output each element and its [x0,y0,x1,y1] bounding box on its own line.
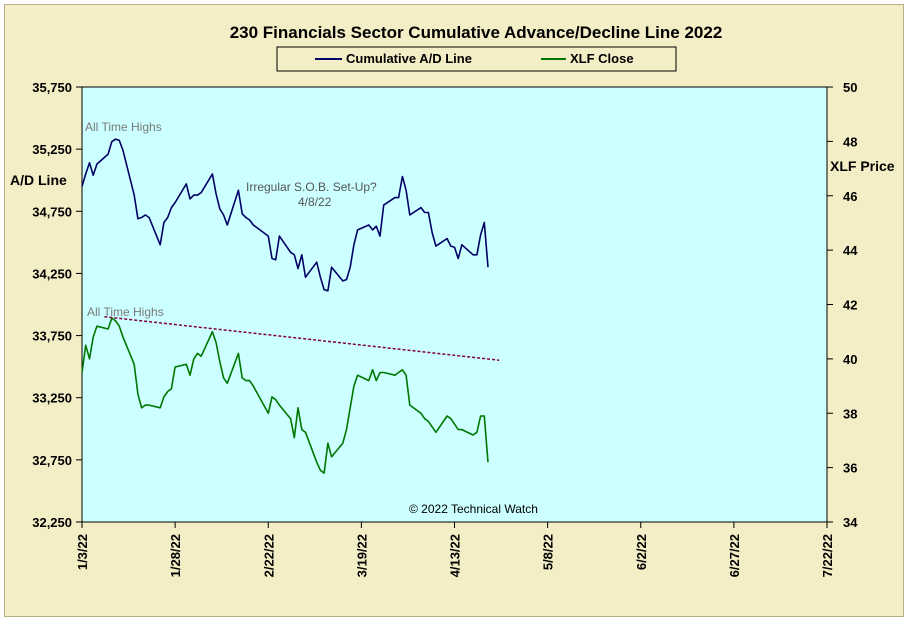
x-tick-label: 2/22/22 [261,534,276,577]
legend-label-ad-line: Cumulative A/D Line [346,51,472,66]
copyright-note: © 2022 Technical Watch [409,502,538,516]
x-tick-label: 6/27/22 [727,534,742,577]
right-tick-label: 50 [843,80,857,95]
left-tick-label: 34,250 [32,266,72,281]
right-axis-title: XLF Price [830,158,895,174]
ad-line-series [81,138,489,292]
right-tick-label: 34 [843,515,858,530]
right-tick-label: 46 [843,189,857,204]
series-layer [81,138,500,474]
xlf-close-series [81,317,489,474]
right-tick-label: 40 [843,352,857,367]
left-tick-label: 32,250 [32,515,72,530]
x-tick-label: 5/8/22 [541,534,556,570]
right-axis: 50 48 46 44 42 40 38 36 34 [827,80,858,530]
sob-setup-date: 4/8/22 [298,195,332,209]
left-tick-label: 33,250 [32,391,72,406]
x-tick-label: 1/3/22 [75,534,90,570]
x-tick-label: 7/22/22 [820,534,835,577]
left-tick-label: 32,750 [32,453,72,468]
right-tick-label: 44 [843,243,858,258]
left-tick-label: 35,250 [32,142,72,157]
chart-title: 230 Financials Sector Cumulative Advance… [230,23,723,42]
sob-setup-note: Irregular S.O.B. Set-Up? [246,180,377,194]
x-axis: 1/3/22 1/28/22 2/22/22 3/19/22 4/13/22 5/8/22… [75,522,835,577]
right-tick-label: 48 [843,134,857,149]
left-axis-title: A/D Line [10,172,67,188]
x-tick-label: 6/2/22 [634,534,649,570]
xlf-trendline [104,315,500,361]
left-tick-label: 35,750 [32,80,72,95]
legend-box [276,46,677,72]
right-tick-label: 38 [843,406,857,421]
x-tick-label: 3/19/22 [354,534,369,577]
x-tick-label: 4/13/22 [448,534,463,577]
ad-all-time-highs-note: All Time Highs [85,120,162,134]
plot-area [81,86,828,523]
xlf-all-time-highs-note: All Time Highs [87,305,164,319]
left-tick-label: 34,750 [32,204,72,219]
right-tick-label: 42 [843,298,857,313]
legend-label-xlf: XLF Close [570,51,634,66]
legend: Cumulative A/D Line XLF Close [276,46,677,72]
left-axis: 35,750 35,250 34,750 34,250 33,750 33,250 32,7… [32,80,82,530]
left-tick-label: 33,750 [32,329,72,344]
right-tick-label: 36 [843,461,857,476]
x-tick-label: 1/28/22 [168,534,183,577]
